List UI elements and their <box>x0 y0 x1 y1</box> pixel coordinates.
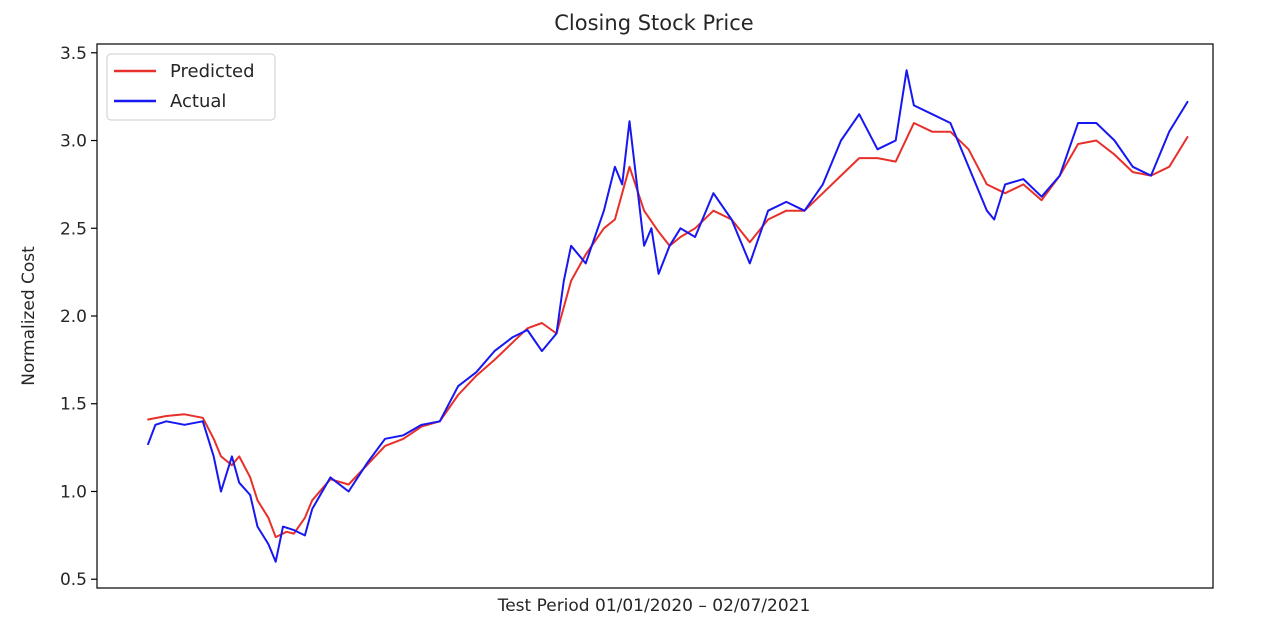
chart-title: Closing Stock Price <box>554 11 753 35</box>
series-line-predicted <box>147 122 1189 539</box>
plot-frame <box>96 43 1214 589</box>
y-tick-label: 2.5 <box>60 219 87 239</box>
y-tick-label: 2.0 <box>60 307 87 327</box>
y-tick-label: 0.5 <box>60 570 87 590</box>
legend: Predicted Actual <box>106 53 276 121</box>
y-tick-label: 1.5 <box>60 395 87 415</box>
x-axis-title: Test Period 01/01/2020 – 02/07/2021 <box>497 596 811 616</box>
y-tick-label: 1.0 <box>60 482 87 502</box>
y-tick-label: 3.5 <box>60 44 87 64</box>
legend-label-predicted: Predicted <box>170 61 255 82</box>
legend-label-actual: Actual <box>170 91 226 112</box>
y-axis: 0.5 1.0 1.5 2.0 2.5 3.0 3.5 <box>60 44 97 590</box>
series-layer <box>147 69 1189 563</box>
y-axis-title: Normalized Cost <box>19 246 39 386</box>
y-tick-label: 3.0 <box>60 132 87 152</box>
series-line-actual <box>147 69 1189 563</box>
